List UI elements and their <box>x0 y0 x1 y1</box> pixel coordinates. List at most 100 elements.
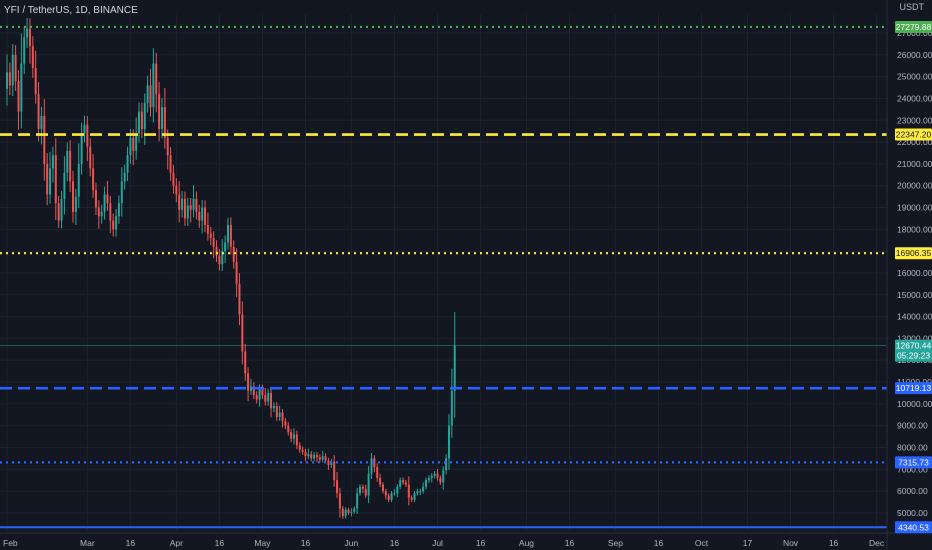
candle-body <box>34 67 37 95</box>
candle-body <box>267 392 270 402</box>
candle <box>338 487 341 518</box>
candle-body <box>367 473 370 496</box>
y-tick-label: 15000.00 <box>897 290 932 300</box>
candle-body <box>430 475 433 479</box>
candle <box>384 488 387 500</box>
candle-body <box>103 194 106 212</box>
candle-body <box>66 150 69 173</box>
x-tick-label: Nov <box>783 538 799 548</box>
candle <box>255 391 258 404</box>
candle-body <box>278 412 281 417</box>
candle <box>204 200 207 233</box>
candle <box>313 452 316 462</box>
candle-body <box>97 207 100 217</box>
candle <box>181 191 184 218</box>
candle-body <box>60 198 63 221</box>
candle <box>115 208 118 237</box>
candle-body <box>140 111 143 130</box>
candle <box>270 387 273 418</box>
candle-body <box>425 480 428 487</box>
candle <box>192 185 195 218</box>
candle <box>264 387 267 406</box>
candle-body <box>51 155 54 169</box>
candle <box>89 138 92 177</box>
candle-body <box>74 196 77 212</box>
y-tick-label: 11000.00 <box>897 377 932 387</box>
level-label-box <box>895 382 932 395</box>
candle <box>396 484 399 498</box>
candle <box>356 487 359 514</box>
candle <box>201 200 204 234</box>
candle <box>11 44 14 97</box>
candle <box>307 448 310 460</box>
candle-body <box>255 395 258 400</box>
level-label-box <box>895 521 932 534</box>
candle-body <box>413 493 416 500</box>
candle-body <box>347 509 350 513</box>
x-tick-label: Oct <box>695 538 709 548</box>
candle <box>453 312 456 418</box>
candle-body <box>206 224 209 234</box>
candle-body <box>404 482 407 485</box>
level-label-box <box>895 247 932 260</box>
candle-body <box>37 94 40 130</box>
candle-body <box>57 203 60 221</box>
candle-body <box>422 486 425 492</box>
candle <box>315 452 318 463</box>
candle <box>97 200 100 229</box>
candle-body <box>23 37 26 64</box>
candle <box>407 476 410 506</box>
candle-body <box>359 486 362 494</box>
level-price-label: 22347.20 <box>895 128 932 141</box>
candle <box>155 52 158 113</box>
candle-body <box>189 205 192 210</box>
time-axis[interactable]: Feb Mar 16 Apr 16 May 16 Jun 16 Jul 16 Aug 16 Sep 16 Oc… <box>0 532 932 548</box>
candle-body <box>304 451 307 457</box>
candle <box>304 448 307 462</box>
horizontal-levels[interactable] <box>0 25 887 529</box>
y-tick-label: 16000.00 <box>897 268 932 278</box>
candle <box>267 388 270 406</box>
grid-lines <box>0 14 887 530</box>
candle-body <box>427 478 430 481</box>
y-tick-label: 27000.00 <box>897 28 932 38</box>
x-tick-label: 16 <box>126 538 136 548</box>
candle <box>350 508 353 517</box>
candle <box>77 143 80 209</box>
candle <box>175 178 178 203</box>
price-axis-labels: 27279.88 22347.20 16906.35 10719.13 7315.73 4… <box>895 20 932 534</box>
candle-body <box>212 238 215 247</box>
level-price-label: 4340.53 <box>895 521 932 534</box>
x-tick-label: 16 <box>829 538 839 548</box>
candle-body <box>117 203 120 217</box>
y-tick-label: 19000.00 <box>897 203 932 213</box>
last-price-value: 12670.44 <box>896 341 932 351</box>
candle-body <box>410 497 413 500</box>
candle <box>290 428 293 443</box>
candle-body <box>376 467 379 479</box>
symbol-title[interactable]: YFI / TetherUS, 1D, BINANCE <box>4 5 138 16</box>
level-price-label: 27279.88 <box>895 20 932 33</box>
candle-body <box>14 54 17 82</box>
candle-body <box>241 314 244 352</box>
candle-body <box>204 207 207 225</box>
candle-body <box>92 168 95 191</box>
candle <box>37 81 40 142</box>
candle-body <box>209 233 212 239</box>
level-price-label: 7315.73 <box>895 456 932 469</box>
candle-body <box>112 220 115 230</box>
candle <box>43 99 46 181</box>
candle <box>318 454 321 463</box>
y-tick-label: 7000.00 <box>897 464 928 474</box>
y-tick-label: 23000.00 <box>897 115 932 125</box>
candle <box>327 457 330 470</box>
candle <box>163 87 166 149</box>
candle-body <box>298 445 301 450</box>
candle-body <box>229 224 232 247</box>
x-tick-label: 16 <box>215 538 225 548</box>
candle <box>238 273 241 326</box>
candle <box>100 204 103 224</box>
candle-body <box>364 488 367 496</box>
